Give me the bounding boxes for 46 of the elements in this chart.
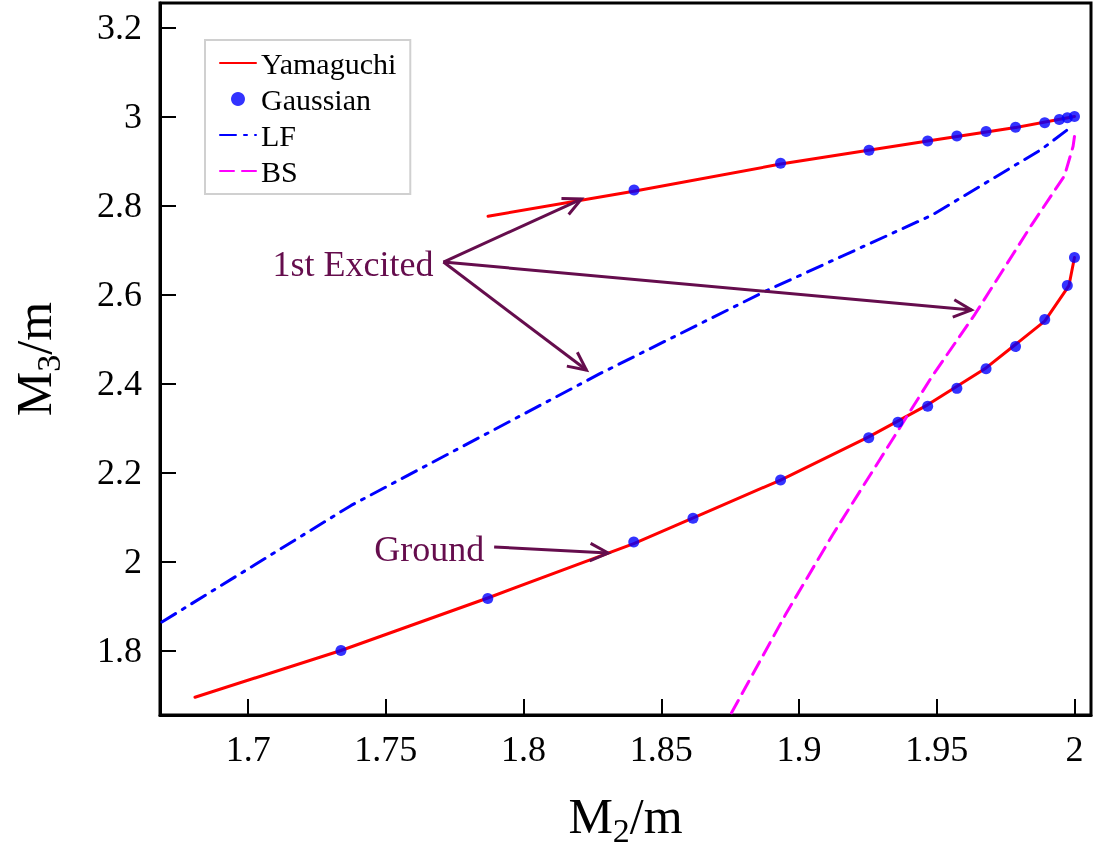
annotation: 1st Excited — [272, 244, 434, 285]
x-tick-label: 1.75 — [354, 729, 418, 769]
legend-label: LF — [261, 118, 297, 152]
y-tick-label: 2.8 — [97, 185, 142, 226]
y-tick-label: 2.2 — [97, 452, 142, 493]
y-tick-label: 1.8 — [97, 630, 142, 671]
point — [628, 536, 640, 548]
x-tick-label: 1.95 — [905, 729, 969, 769]
point — [863, 144, 875, 156]
point — [687, 512, 699, 524]
point — [335, 644, 347, 656]
point — [951, 382, 963, 394]
y-axis-title: M3/m — [6, 301, 67, 417]
point — [1010, 341, 1022, 353]
point — [922, 400, 934, 412]
point — [980, 126, 992, 138]
point — [1010, 121, 1022, 133]
point — [922, 135, 934, 147]
point — [1068, 110, 1080, 122]
point — [863, 432, 875, 444]
point — [775, 157, 787, 169]
point — [1039, 313, 1051, 325]
legend-label: Yamaguchi — [261, 46, 397, 80]
point — [1039, 117, 1051, 129]
y-tick-label: 3.2 — [97, 7, 142, 48]
x-tick-label: 1.85 — [629, 729, 693, 769]
point — [482, 592, 494, 604]
y-tick-label: 2.4 — [97, 363, 142, 404]
point — [1061, 280, 1073, 292]
point — [1068, 252, 1080, 264]
point — [892, 416, 904, 428]
legend-label: Gaussian — [261, 82, 371, 116]
x-tick-label: 1.8 — [501, 729, 547, 769]
line-series — [730, 135, 1076, 715]
legend-label: BS — [261, 154, 298, 188]
point — [775, 474, 787, 486]
point — [628, 184, 640, 196]
x-tick-label: 1.7 — [225, 729, 271, 769]
point — [951, 130, 963, 142]
y-tick-label: 2 — [124, 541, 142, 582]
x-tick-label: 1.9 — [776, 729, 822, 769]
annotation: Ground — [374, 529, 485, 570]
point — [980, 363, 992, 375]
y-tick-label: 3 — [124, 96, 142, 137]
x-tick-label: 2 — [1065, 729, 1084, 769]
y-tick-label: 2.6 — [97, 274, 142, 315]
